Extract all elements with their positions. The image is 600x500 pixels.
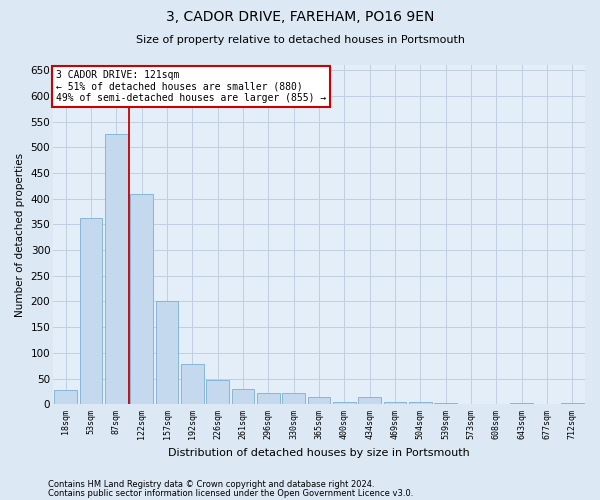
X-axis label: Distribution of detached houses by size in Portsmouth: Distribution of detached houses by size …: [168, 448, 470, 458]
Bar: [105, 134, 128, 404]
Text: 3 CADOR DRIVE: 121sqm
← 51% of detached houses are smaller (880)
49% of semi-det: 3 CADOR DRIVE: 121sqm ← 51% of detached …: [56, 70, 326, 103]
Bar: [257, 393, 280, 404]
Bar: [206, 380, 229, 404]
Bar: [283, 393, 305, 404]
Bar: [383, 402, 406, 404]
Text: Size of property relative to detached houses in Portsmouth: Size of property relative to detached ho…: [136, 35, 464, 45]
Bar: [80, 218, 103, 404]
Bar: [130, 194, 153, 404]
Bar: [232, 389, 254, 404]
Text: Contains public sector information licensed under the Open Government Licence v3: Contains public sector information licen…: [48, 488, 413, 498]
Bar: [333, 402, 356, 404]
Bar: [409, 402, 432, 404]
Text: 3, CADOR DRIVE, FAREHAM, PO16 9EN: 3, CADOR DRIVE, FAREHAM, PO16 9EN: [166, 10, 434, 24]
Bar: [308, 396, 331, 404]
Text: Contains HM Land Registry data © Crown copyright and database right 2024.: Contains HM Land Registry data © Crown c…: [48, 480, 374, 489]
Bar: [55, 390, 77, 404]
Bar: [155, 302, 178, 405]
Bar: [358, 396, 381, 404]
Y-axis label: Number of detached properties: Number of detached properties: [15, 152, 25, 316]
Bar: [181, 364, 204, 405]
